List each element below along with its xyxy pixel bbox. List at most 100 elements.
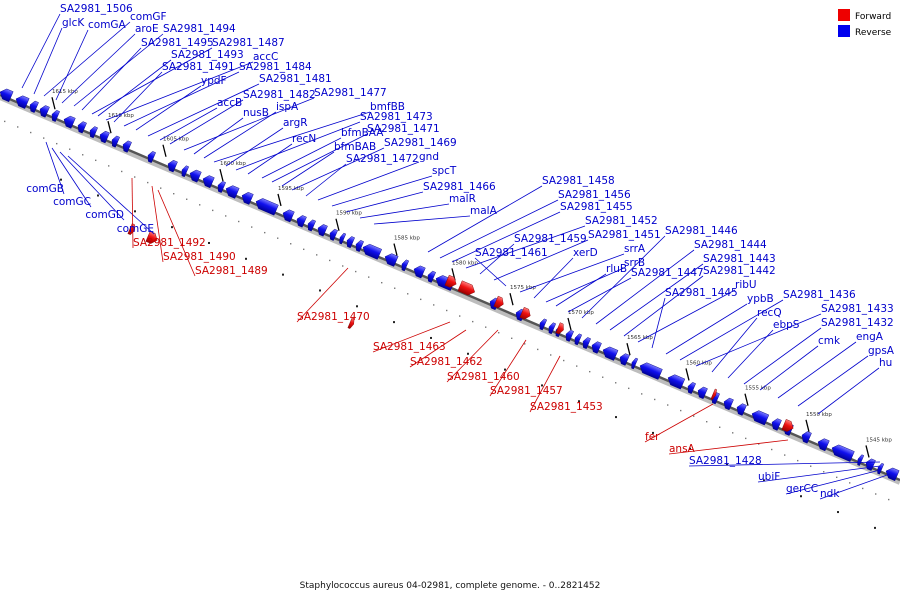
- forward-gene-arrow[interactable]: [555, 322, 566, 335]
- gene-label-sa2981-1447[interactable]: SA2981_1447: [631, 267, 704, 279]
- gene-label-comge[interactable]: comGE: [117, 223, 154, 235]
- reverse-gene-arrow[interactable]: [166, 159, 178, 173]
- gene-label-bmfbb[interactable]: bmfBB: [370, 101, 405, 113]
- gene-label-ansa[interactable]: ansA: [669, 443, 696, 455]
- gene-label-sa2981-1433[interactable]: SA2981_1433: [821, 303, 894, 315]
- gene-label-recq[interactable]: recQ: [757, 307, 782, 319]
- gene-label-comgb[interactable]: comGB: [26, 183, 64, 195]
- gene-label-sa2981-1453[interactable]: SA2981_1453: [530, 401, 603, 413]
- gene-label-comgf[interactable]: comGF: [130, 11, 167, 23]
- gene-label-srrb[interactable]: srrB: [624, 257, 645, 269]
- forward-gene-arrow[interactable]: [710, 388, 718, 400]
- gene-label-argr[interactable]: argR: [283, 117, 308, 129]
- reverse-gene-arrow[interactable]: [110, 135, 120, 148]
- reverse-gene-arrow[interactable]: [121, 140, 132, 153]
- reverse-gene-arrow[interactable]: [383, 252, 399, 267]
- reverse-gene-arrow[interactable]: [618, 352, 630, 366]
- gene-label-cmk[interactable]: cmk: [818, 335, 841, 347]
- gene-label-sa2981-1463[interactable]: SA2981_1463: [373, 341, 446, 353]
- reverse-gene-arrow[interactable]: [426, 270, 436, 283]
- gene-label-sa2981-1457[interactable]: SA2981_1457: [490, 385, 563, 397]
- reverse-gene-arrow[interactable]: [884, 466, 900, 482]
- reverse-gene-arrow[interactable]: [638, 361, 663, 380]
- gene-label-sa2981-1492[interactable]: SA2981_1492: [133, 237, 206, 249]
- gene-label-sa2981-1460[interactable]: SA2981_1460: [447, 371, 520, 383]
- reverse-gene-arrow[interactable]: [188, 168, 202, 183]
- gene-label-mala[interactable]: malA: [470, 205, 498, 217]
- gene-label-bfmbab[interactable]: bfmBAB: [334, 141, 376, 153]
- gene-label-sa2981-1482[interactable]: SA2981_1482: [243, 89, 316, 101]
- gene-label-ribu[interactable]: ribU: [735, 279, 757, 291]
- reverse-gene-arrow[interactable]: [281, 208, 295, 223]
- forward-gene-arrow[interactable]: [457, 280, 477, 297]
- reverse-gene-arrow[interactable]: [666, 373, 686, 390]
- reverse-gene-arrow[interactable]: [240, 190, 254, 205]
- reverse-gene-arrow[interactable]: [590, 340, 602, 354]
- forward-gene-arrow[interactable]: [519, 306, 533, 321]
- gene-label-sa2981-1445[interactable]: SA2981_1445: [665, 287, 738, 299]
- reverse-gene-arrow[interactable]: [345, 235, 355, 249]
- gene-label-sa2981-1470[interactable]: SA2981_1470: [297, 311, 370, 323]
- gene-label-sa2981-1491[interactable]: SA2981_1491: [162, 61, 235, 73]
- gene-label-sa2981-1436[interactable]: SA2981_1436: [783, 289, 856, 301]
- forward-gene-arrow[interactable]: [493, 295, 506, 309]
- gene-label-ebps[interactable]: ebpS: [773, 319, 800, 331]
- gene-label-sa2981-1484[interactable]: SA2981_1484: [239, 61, 312, 73]
- reverse-gene-arrow[interactable]: [50, 109, 60, 122]
- reverse-gene-arrow[interactable]: [547, 322, 557, 335]
- reverse-gene-arrow[interactable]: [76, 120, 87, 134]
- reverse-gene-arrow[interactable]: [62, 114, 76, 129]
- reverse-gene-arrow[interactable]: [295, 214, 307, 228]
- reverse-gene-arrow[interactable]: [354, 239, 364, 252]
- gene-label-sa2981-1456[interactable]: SA2981_1456: [558, 189, 631, 201]
- reverse-gene-arrow[interactable]: [601, 345, 619, 361]
- gene-label-ndk[interactable]: ndk: [820, 488, 840, 500]
- gene-label-aroe[interactable]: aroE: [135, 23, 159, 35]
- gene-label-ispa[interactable]: ispA: [276, 101, 299, 113]
- gene-label-enga[interactable]: engA: [856, 331, 884, 343]
- gene-label-comgc[interactable]: comGC: [53, 196, 91, 208]
- reverse-gene-arrow[interactable]: [254, 196, 279, 216]
- gene-label-glck[interactable]: glcK: [62, 17, 85, 29]
- gene-label-sa2981-1490[interactable]: SA2981_1490: [163, 251, 236, 263]
- gene-label-sa2981-1444[interactable]: SA2981_1444: [694, 239, 767, 251]
- gene-label-sa2981-1477[interactable]: SA2981_1477: [314, 87, 387, 99]
- reverse-gene-arrow[interactable]: [328, 228, 338, 241]
- gene-label-sa2981-1455[interactable]: SA2981_1455: [560, 201, 633, 213]
- gene-label-sa2981-1466[interactable]: SA2981_1466: [423, 181, 496, 193]
- reverse-gene-arrow[interactable]: [816, 437, 830, 452]
- reverse-gene-arrow[interactable]: [338, 232, 347, 245]
- gene-label-sa2981-1495[interactable]: SA2981_1495: [141, 37, 214, 49]
- reverse-gene-arrow[interactable]: [800, 430, 812, 444]
- gene-label-sa2981-1428[interactable]: SA2981_1428: [689, 455, 762, 467]
- gene-label-recn[interactable]: recN: [292, 133, 316, 145]
- gene-label-ypbb[interactable]: ypbB: [747, 293, 774, 305]
- reverse-gene-arrow[interactable]: [98, 130, 110, 144]
- reverse-gene-arrow[interactable]: [316, 223, 328, 237]
- gene-label-spct[interactable]: spcT: [432, 165, 457, 177]
- reverse-gene-arrow[interactable]: [630, 357, 639, 370]
- reverse-gene-arrow[interactable]: [146, 150, 156, 163]
- gene-label-sa2981-1452[interactable]: SA2981_1452: [585, 215, 658, 227]
- forward-gene-arrow[interactable]: [781, 419, 796, 433]
- gene-label-comgd[interactable]: comGD: [85, 209, 124, 221]
- forward-gene-arrow[interactable]: [444, 274, 459, 289]
- reverse-gene-arrow[interactable]: [361, 242, 382, 260]
- reverse-gene-arrow[interactable]: [412, 264, 426, 279]
- reverse-gene-arrow[interactable]: [216, 180, 226, 193]
- gene-label-gnd[interactable]: gnd: [419, 151, 439, 163]
- reverse-gene-arrow[interactable]: [201, 174, 215, 189]
- gene-label-sa2981-1471[interactable]: SA2981_1471: [367, 123, 440, 135]
- reverse-gene-arrow[interactable]: [686, 381, 696, 394]
- gene-label-ypdf[interactable]: ypdF: [201, 75, 227, 87]
- gene-label-sa2981-1458[interactable]: SA2981_1458: [542, 175, 615, 187]
- gene-label-sa2981-1487[interactable]: SA2981_1487: [212, 37, 285, 49]
- forward-gene-arrow[interactable]: [347, 317, 356, 330]
- gene-label-sa2981-1459[interactable]: SA2981_1459: [514, 233, 587, 245]
- gene-label-xerd[interactable]: xerD: [573, 247, 598, 259]
- gene-label-srra[interactable]: srrA: [624, 243, 646, 255]
- gene-label-rlub[interactable]: rluB: [606, 263, 627, 275]
- reverse-gene-arrow[interactable]: [538, 318, 548, 331]
- gene-label-sa2981-1443[interactable]: SA2981_1443: [703, 253, 776, 265]
- gene-label-sa2981-1469[interactable]: SA2981_1469: [384, 137, 457, 149]
